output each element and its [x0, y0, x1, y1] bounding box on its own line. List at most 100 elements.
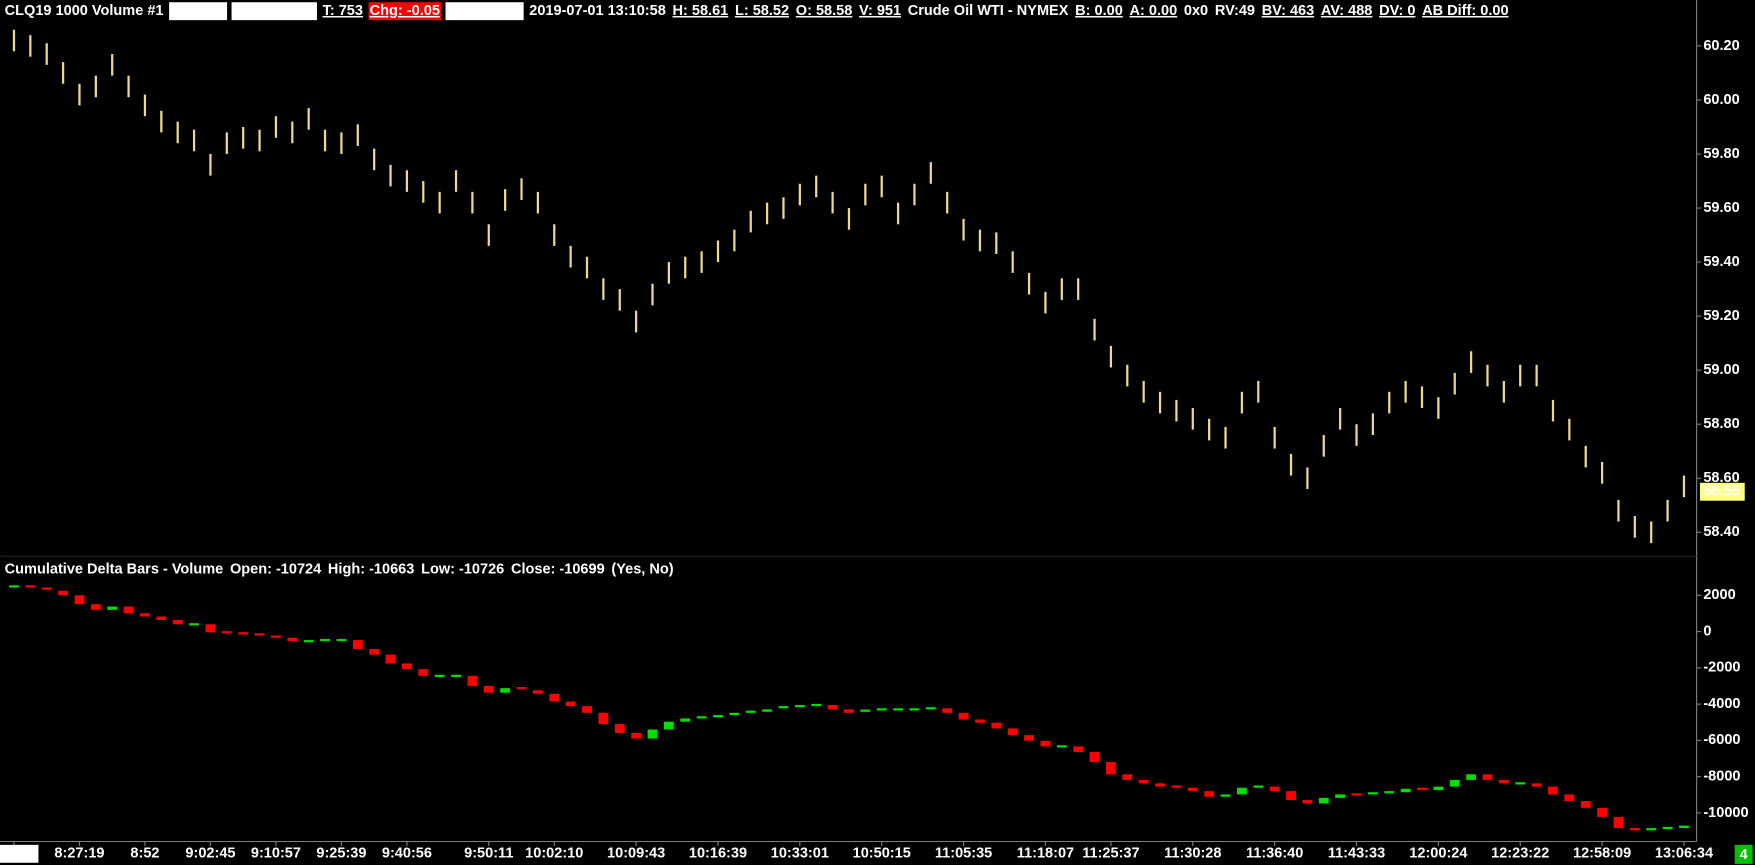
header-item: High: -10663	[328, 561, 414, 577]
header-text: 2019-07-01 13:10:58	[529, 3, 666, 19]
delta-bar	[58, 590, 69, 596]
delta-bar	[1286, 791, 1296, 801]
x-tick-label: 11:25:37	[1082, 846, 1139, 862]
delta-bar	[1318, 797, 1329, 804]
delta-bar	[549, 693, 560, 702]
delta-bar	[1138, 779, 1149, 784]
x-tick-label: 9-7-1	[2, 846, 36, 862]
x-tick-group: 11:43:33	[1328, 846, 1385, 862]
delta-bar	[1613, 816, 1624, 828]
x-tick-label: 12:00:24	[1409, 846, 1467, 862]
header-box	[445, 2, 524, 21]
x-tick-label: 8:52	[130, 846, 159, 862]
x-tick-group: 11:30:28	[1164, 846, 1221, 862]
y-tick-label: -2000	[1703, 660, 1740, 676]
x-tick-label: 9:10:57	[251, 846, 301, 862]
delta-bar	[1580, 801, 1591, 808]
header-item: DV: 0	[1379, 3, 1415, 19]
delta-bar	[1433, 786, 1444, 791]
delta-bar	[385, 654, 396, 664]
delta-bar	[762, 709, 773, 712]
delta-bar	[582, 706, 592, 713]
delta-bar	[451, 674, 461, 677]
header-item: Low: -10726	[421, 561, 504, 577]
header-text: H: 58.61	[673, 3, 729, 19]
x-tick-label: 10:50:15	[853, 846, 911, 862]
delta-bar	[467, 675, 478, 686]
delta-bar	[631, 732, 642, 739]
delta-bar	[500, 688, 511, 693]
delta-bar	[434, 674, 445, 677]
header-text: 0x0	[1184, 3, 1208, 19]
delta-bar	[1417, 787, 1427, 790]
delta-bar	[483, 685, 494, 693]
x-tick-group: 8:27:19	[54, 846, 104, 862]
delta-bar	[418, 669, 429, 676]
x-tick-box	[0, 844, 39, 863]
header-item: Crude Oil WTI - NYMEX	[908, 3, 1069, 19]
x-tick-group: 10:09:43	[607, 846, 665, 862]
delta-bar	[991, 722, 1002, 729]
x-tick-group: 10:02:10	[525, 846, 583, 862]
delta-bar	[25, 585, 36, 588]
delta-bar	[123, 606, 134, 614]
y-tick-label: 0	[1703, 623, 1711, 639]
delta-bar	[1302, 800, 1313, 804]
delta-bar	[1187, 787, 1198, 792]
x-tick-group: 10:16:39	[689, 846, 747, 862]
x-tick-label: 11:43:33	[1328, 846, 1385, 862]
header-text: A: 0.00	[1130, 3, 1178, 19]
delta-bar	[9, 585, 19, 588]
delta-bar	[1073, 746, 1084, 752]
header-item: Open: -10724	[230, 561, 321, 577]
current-price-box	[1699, 482, 1745, 501]
header-box	[368, 2, 442, 21]
x-tick-label: 9:50:11	[464, 846, 513, 862]
x-tick-label: 12:58:09	[1573, 846, 1631, 862]
delta-bar	[1482, 774, 1493, 780]
header-text: Close: -10699	[511, 561, 605, 577]
delta-bar	[1171, 785, 1182, 788]
header-text: Low: -10726	[421, 561, 504, 577]
delta-bar	[238, 632, 249, 635]
header-text: RV:49	[1215, 3, 1255, 19]
delta-bar	[909, 708, 920, 711]
current-price-label: 58.55	[1703, 484, 1739, 500]
x-tick-group: 9:25:39	[316, 846, 366, 862]
x-tick-group: 10:33:01	[771, 846, 829, 862]
header-text: BV: 463	[1262, 3, 1315, 19]
header-item: L: 58.52	[735, 3, 789, 19]
header-item: CLQ19 1000 Volume #1	[5, 3, 164, 19]
delta-bar	[1220, 794, 1231, 797]
delta-bar	[303, 640, 314, 643]
header-box	[169, 2, 228, 21]
y-tick-label: 59.20	[1703, 308, 1739, 324]
delta-bar	[876, 708, 887, 711]
delta-bar	[1466, 774, 1477, 780]
x-tick-group: 12:00:24	[1409, 846, 1467, 862]
x-tick-group: 9:10:57	[251, 846, 301, 862]
header-item: Chg: -0.05	[368, 2, 442, 21]
header-text: DChg: 0.00	[447, 3, 523, 19]
header-item: A: 0.00	[1130, 3, 1178, 19]
delta-bar	[221, 631, 232, 634]
delta-bar	[893, 708, 903, 711]
delta-bar	[1400, 788, 1411, 793]
header-item: 2019-07-01 13:10:58	[529, 3, 666, 19]
delta-bar	[1384, 791, 1395, 794]
header-text: O: 58.58	[796, 3, 853, 19]
delta-bar	[172, 619, 183, 625]
x-tick-label: 11:30:28	[1164, 846, 1221, 862]
header-item: Cumulative Delta Bars - Volume	[5, 561, 224, 577]
delta-bar	[1367, 792, 1378, 795]
header-item: AV: 488	[1321, 3, 1372, 19]
delta-bar	[1335, 794, 1346, 798]
delta-bar	[1646, 828, 1657, 831]
delta-bar	[254, 633, 265, 636]
header-item: Chg%: -0.09	[231, 2, 317, 21]
y-tick-label: -8000	[1703, 768, 1740, 784]
header-text: C: 58.55	[170, 3, 226, 19]
delta-bar	[942, 708, 953, 713]
